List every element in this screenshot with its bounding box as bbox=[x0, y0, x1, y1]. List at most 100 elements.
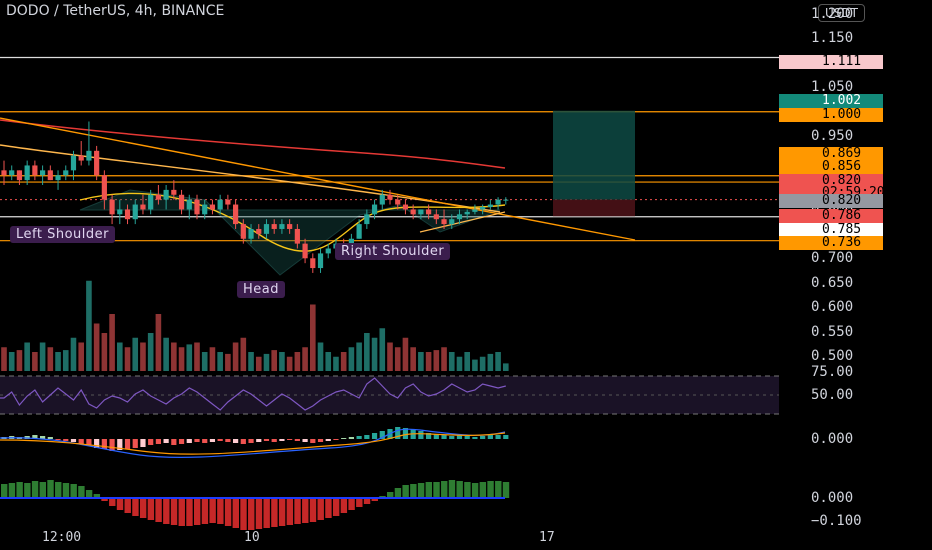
candle-body bbox=[225, 199, 231, 205]
candle-body bbox=[503, 199, 509, 201]
macd-histogram-bar bbox=[371, 433, 378, 439]
candle-body bbox=[86, 150, 92, 161]
momentum-bar bbox=[101, 498, 108, 501]
macd-histogram-bar bbox=[348, 437, 354, 439]
volume-bar bbox=[32, 352, 38, 371]
candle-body bbox=[178, 194, 185, 210]
candle-body bbox=[387, 194, 393, 200]
price-axis-label: 0.736 bbox=[779, 236, 883, 250]
candle-body bbox=[441, 219, 447, 225]
momentum-bar bbox=[394, 488, 402, 498]
candle-body bbox=[310, 258, 316, 269]
volume-bar bbox=[425, 352, 432, 371]
volume-bar bbox=[140, 342, 146, 371]
volume-bar bbox=[294, 352, 301, 371]
candle-body bbox=[217, 199, 223, 210]
momentum-bar bbox=[116, 498, 124, 510]
volume-bar bbox=[479, 356, 486, 371]
candle-body bbox=[9, 170, 15, 176]
macd-line bbox=[0, 428, 506, 458]
momentum-bar bbox=[62, 483, 70, 498]
momentum-bar bbox=[402, 485, 409, 498]
momentum-bar bbox=[147, 498, 155, 520]
macd-histogram-bar bbox=[70, 439, 77, 442]
annotation-head[interactable]: Head bbox=[237, 281, 285, 298]
momentum-bar bbox=[464, 482, 471, 498]
macd-histogram-bar bbox=[32, 435, 38, 439]
chart-title: DODO / TetherUS, 4h, BINANCE bbox=[6, 3, 225, 19]
candle-body bbox=[410, 209, 416, 215]
volume-bar bbox=[248, 352, 254, 371]
candle-body bbox=[395, 199, 401, 205]
annotation-right-shoulder[interactable]: Right Shoulder bbox=[335, 243, 451, 260]
candle-body bbox=[487, 204, 493, 207]
momentum-bar bbox=[70, 484, 77, 498]
momentum-bar bbox=[495, 481, 502, 498]
candle-body bbox=[248, 228, 254, 239]
volume-bar bbox=[495, 352, 501, 371]
macd-histogram-bar bbox=[140, 439, 146, 447]
volume-bar bbox=[387, 342, 393, 371]
candle-body bbox=[101, 175, 107, 200]
candle-body bbox=[186, 199, 192, 210]
macd-histogram-bar bbox=[441, 435, 447, 439]
volume-bar bbox=[24, 342, 30, 371]
volume-bar bbox=[78, 342, 84, 371]
momentum-bar bbox=[487, 481, 494, 498]
momentum-bar bbox=[139, 498, 147, 518]
momentum-bar bbox=[232, 498, 239, 528]
macd-histogram-bar bbox=[248, 439, 254, 443]
momentum-bar bbox=[441, 481, 448, 498]
candle-body bbox=[148, 194, 154, 210]
momentum-bar bbox=[85, 490, 93, 498]
candle-body bbox=[132, 204, 138, 220]
price-tick-label: 1.050 bbox=[811, 79, 854, 96]
candle-body bbox=[472, 209, 478, 212]
candle-body bbox=[480, 206, 486, 210]
momentum-bar bbox=[194, 498, 201, 525]
macd-histogram-bar bbox=[78, 439, 84, 444]
macd-histogram-bar bbox=[395, 427, 401, 439]
stop-zone bbox=[553, 199, 635, 217]
momentum-tick-label: 0.000 bbox=[811, 490, 854, 506]
currency-selector[interactable]: USDT bbox=[818, 4, 865, 22]
candle-body bbox=[155, 194, 161, 200]
price-axis-label: 0.820 bbox=[779, 174, 883, 188]
momentum-bar bbox=[410, 484, 417, 498]
candle-body bbox=[55, 175, 61, 181]
momentum-bar bbox=[24, 483, 31, 498]
volume-bar bbox=[263, 353, 270, 371]
volume-bar bbox=[86, 280, 92, 371]
macd-histogram-bar bbox=[503, 435, 509, 439]
candle-body bbox=[202, 204, 208, 215]
momentum-bar bbox=[332, 498, 340, 516]
macd-histogram-bar bbox=[148, 439, 154, 445]
volume-bar bbox=[163, 337, 169, 371]
macd-histogram-bar bbox=[449, 436, 455, 439]
momentum-bar bbox=[348, 498, 355, 510]
volume-bar bbox=[201, 352, 208, 371]
volume-bar bbox=[217, 352, 223, 371]
macd-histogram-bar bbox=[132, 439, 138, 448]
momentum-bar bbox=[163, 498, 170, 524]
macd-histogram-bar bbox=[86, 439, 92, 446]
candle-body bbox=[271, 224, 277, 229]
momentum-bar bbox=[78, 486, 85, 498]
volume-bar bbox=[271, 350, 277, 371]
momentum-bar bbox=[471, 483, 479, 498]
volume-bar bbox=[433, 350, 440, 371]
candle-body bbox=[449, 219, 455, 225]
time-tick-label: 12:00 bbox=[42, 530, 82, 545]
price-axis-label: 0.820 bbox=[779, 194, 883, 208]
candle-body bbox=[302, 243, 308, 259]
profit-zone bbox=[553, 110, 635, 200]
macd-histogram-bar bbox=[341, 438, 347, 439]
volume-bar bbox=[279, 352, 285, 371]
candle-body bbox=[117, 209, 123, 215]
macd-tick-label: 0.000 bbox=[811, 431, 854, 447]
candle-body bbox=[418, 209, 424, 215]
momentum-bar bbox=[340, 498, 348, 513]
annotation-left-shoulder[interactable]: Left Shoulder bbox=[10, 226, 115, 243]
price-axis-label: 1.111 bbox=[779, 55, 883, 69]
